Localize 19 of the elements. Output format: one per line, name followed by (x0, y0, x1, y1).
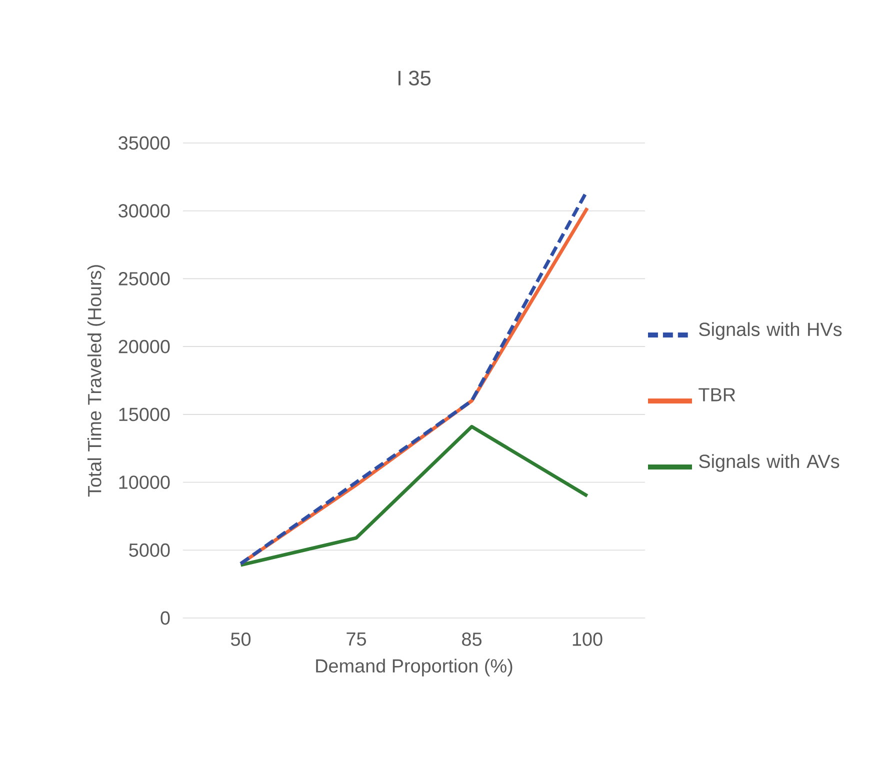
line-series (239, 424, 589, 567)
y-tick-label: 10000 (119, 476, 170, 489)
y-tick-label: 25000 (118, 272, 170, 286)
y-tick-label: 0 (160, 611, 170, 625)
x-tick-label: 85 (462, 632, 482, 646)
y-axis-title: Total Time Traveled (Hours) (87, 265, 106, 497)
y-tick-label: 5000 (129, 543, 170, 557)
x-axis-title: Demand Proportion (%) (316, 658, 512, 676)
y-tick-label: 30000 (118, 204, 170, 218)
y-tick-label: 15000 (119, 408, 170, 422)
legend-label: TBR (698, 388, 736, 402)
y-tick-label: 35000 (118, 136, 170, 150)
y-tick-label: 20000 (118, 340, 170, 354)
chart-title: I 35 (398, 70, 431, 86)
x-tick-label: 75 (346, 632, 366, 646)
x-tick-label: 50 (230, 632, 251, 646)
legend-label: Signals with AVs (699, 454, 840, 472)
x-tick-label: 100 (572, 632, 602, 646)
legend-label: Signals with HVs (699, 322, 842, 340)
